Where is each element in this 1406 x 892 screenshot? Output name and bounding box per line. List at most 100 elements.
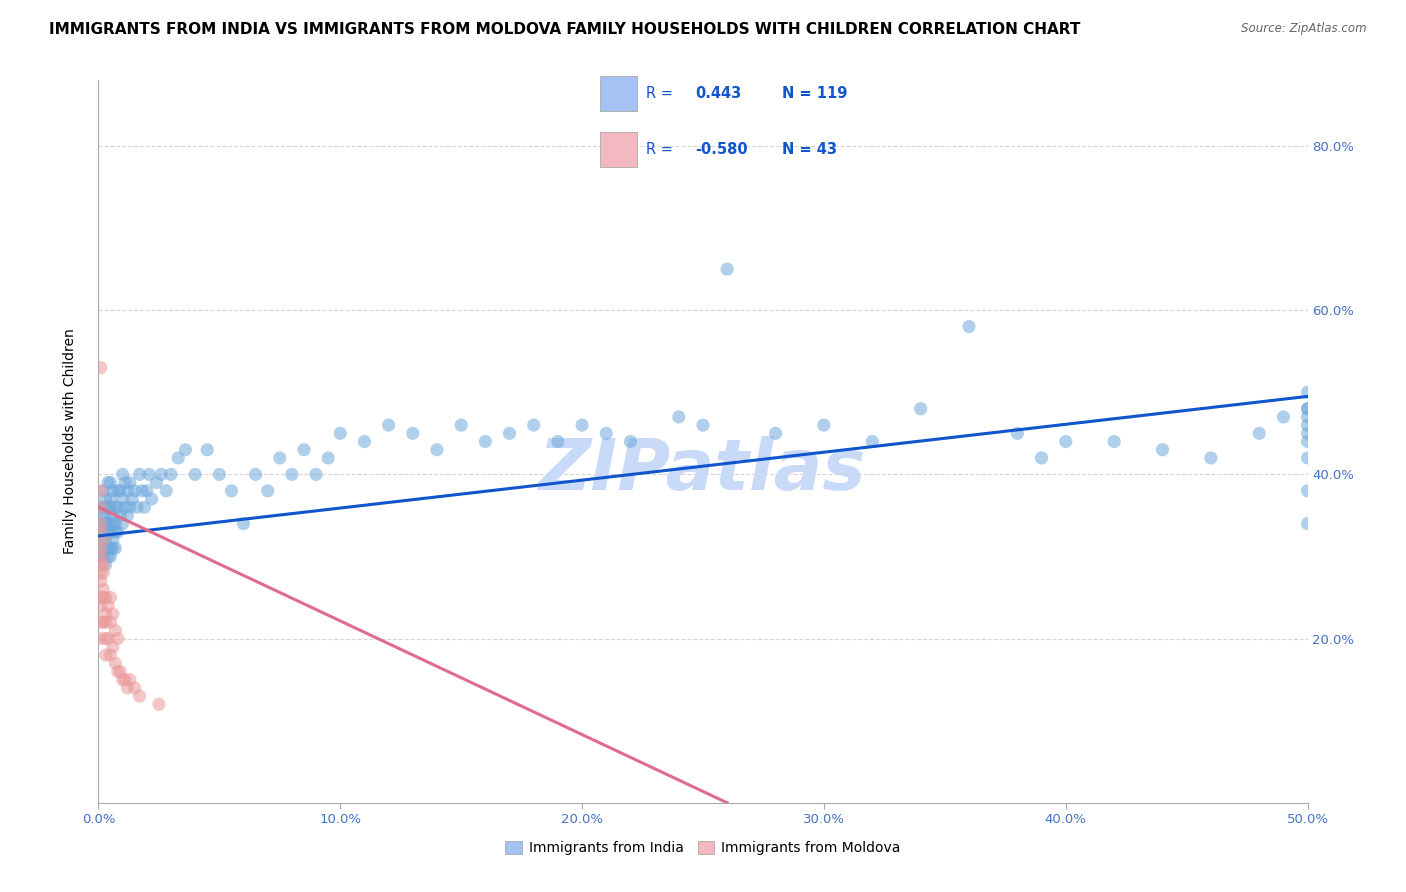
- Point: [97, 475, 120, 490]
- Point: [498, 426, 520, 441]
- Point: [94, 508, 117, 523]
- Text: ZIPatlas: ZIPatlas: [540, 436, 866, 505]
- Y-axis label: Family Households with Children: Family Households with Children: [63, 328, 77, 555]
- Point: [111, 516, 134, 531]
- Point: [101, 607, 124, 621]
- Point: [108, 483, 131, 498]
- Point: [94, 541, 117, 556]
- Point: [1296, 516, 1319, 531]
- Point: [91, 549, 114, 564]
- Point: [94, 648, 117, 662]
- Point: [124, 483, 146, 498]
- Point: [90, 549, 112, 564]
- Point: [90, 500, 112, 515]
- Point: [1296, 450, 1319, 465]
- Text: N = 119: N = 119: [782, 87, 848, 102]
- Point: [91, 591, 114, 605]
- Point: [619, 434, 641, 449]
- Point: [111, 467, 134, 482]
- Point: [474, 434, 496, 449]
- Point: [100, 500, 122, 515]
- Point: [114, 475, 136, 490]
- Point: [1054, 434, 1077, 449]
- Point: [245, 467, 267, 482]
- Point: [114, 673, 136, 687]
- Point: [90, 632, 112, 646]
- Point: [135, 483, 157, 498]
- Point: [134, 500, 156, 515]
- Point: [668, 409, 690, 424]
- Point: [329, 426, 352, 441]
- Point: [145, 475, 167, 490]
- Point: [118, 500, 141, 515]
- Point: [547, 434, 569, 449]
- Point: [91, 566, 114, 580]
- Point: [90, 566, 112, 580]
- Point: [91, 508, 114, 523]
- Point: [1296, 401, 1319, 416]
- Point: [104, 657, 127, 671]
- Point: [104, 624, 127, 638]
- Point: [94, 533, 117, 547]
- Point: [128, 467, 150, 482]
- Point: [450, 418, 472, 433]
- Point: [114, 500, 136, 515]
- Point: [1296, 401, 1319, 416]
- Point: [94, 591, 117, 605]
- Point: [292, 442, 315, 457]
- Point: [523, 418, 546, 433]
- Point: [1249, 426, 1271, 441]
- Point: [1152, 442, 1174, 457]
- Point: [1296, 409, 1319, 424]
- Point: [138, 467, 160, 482]
- Point: [94, 632, 117, 646]
- Point: [269, 450, 291, 465]
- Point: [90, 516, 112, 531]
- Point: [167, 450, 190, 465]
- Point: [100, 648, 122, 662]
- Point: [100, 549, 122, 564]
- Point: [221, 483, 243, 498]
- Point: [90, 541, 112, 556]
- Point: [316, 450, 339, 465]
- Point: [107, 500, 129, 515]
- Point: [426, 442, 449, 457]
- Point: [402, 426, 425, 441]
- Point: [174, 442, 197, 457]
- Text: -0.580: -0.580: [696, 142, 748, 157]
- Point: [97, 549, 120, 564]
- Point: [97, 599, 120, 613]
- Point: [97, 516, 120, 531]
- Point: [97, 541, 120, 556]
- Point: [94, 615, 117, 630]
- Point: [101, 541, 124, 556]
- Point: [1296, 426, 1319, 441]
- Text: R =: R =: [647, 142, 673, 157]
- Point: [860, 434, 883, 449]
- Point: [101, 508, 124, 523]
- Point: [184, 467, 207, 482]
- Point: [90, 574, 112, 588]
- Point: [716, 262, 738, 277]
- Point: [91, 533, 114, 547]
- Point: [117, 508, 139, 523]
- Point: [90, 549, 112, 564]
- Point: [765, 426, 787, 441]
- Point: [90, 524, 112, 539]
- Point: [90, 360, 112, 375]
- Point: [90, 558, 112, 572]
- Point: [353, 434, 375, 449]
- Point: [100, 524, 122, 539]
- Point: [813, 418, 835, 433]
- Point: [195, 442, 218, 457]
- Text: Source: ZipAtlas.com: Source: ZipAtlas.com: [1241, 22, 1367, 36]
- Point: [91, 483, 114, 498]
- Point: [117, 483, 139, 498]
- Point: [90, 599, 112, 613]
- Point: [148, 698, 170, 712]
- Point: [91, 582, 114, 597]
- Point: [1296, 418, 1319, 433]
- Point: [104, 516, 127, 531]
- Point: [141, 491, 163, 506]
- Point: [104, 524, 127, 539]
